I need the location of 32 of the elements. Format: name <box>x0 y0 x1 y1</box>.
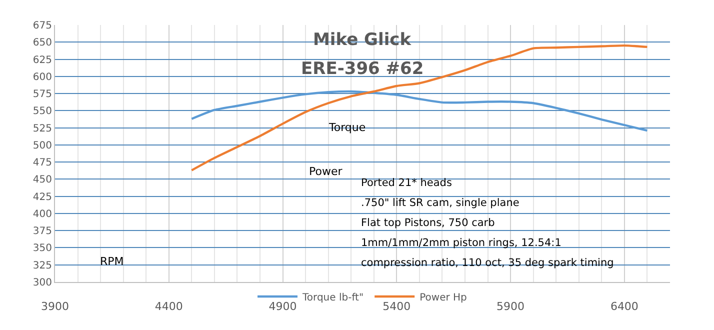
y-tick-label: 625 <box>32 54 52 66</box>
x-tick-label: 5900 <box>496 300 525 314</box>
y-tick-label: 400 <box>32 208 52 220</box>
x-tick-label: 4900 <box>268 300 297 314</box>
text: ERE-396 #62 <box>301 59 424 79</box>
annotation: Ported 21* heads <box>361 177 452 189</box>
y-tick-label: 350 <box>32 243 52 254</box>
legend-label: Power Hp <box>420 292 467 304</box>
annotation: Power <box>309 165 343 178</box>
y-tick-label: 425 <box>32 192 52 203</box>
y-tick-label: 675 <box>32 20 52 32</box>
y-tick-label: 500 <box>32 140 52 152</box>
y-tick-label: 300 <box>32 278 52 288</box>
x-tick-label: 3900 <box>41 300 69 314</box>
x-tick-label: 6400 <box>610 300 638 314</box>
y-tick-label: 325 <box>32 260 52 272</box>
annotation: RPM <box>100 255 124 268</box>
y-tick-label: 575 <box>32 89 52 100</box>
y-tick-label: 450 <box>32 174 52 186</box>
y-tick-label: 475 <box>32 158 52 169</box>
line-series <box>190 90 648 132</box>
annotation: .750" lift SR cam, single plane <box>361 197 520 209</box>
y-tick-label: 525 <box>32 123 52 134</box>
y-tick-label: 550 <box>32 106 52 118</box>
legend-label: Torque lb-ft" <box>302 292 364 304</box>
x-tick-label: 4400 <box>154 300 183 314</box>
y-tick-label: 375 <box>32 226 52 238</box>
y-tick-label: 600 <box>32 72 52 83</box>
annotation: Flat top Pistons, 750 carb <box>361 217 496 229</box>
x-tick-label: 5400 <box>382 300 411 314</box>
annotation: 1mm/1mm/2mm piston rings, 12.54:1 <box>361 237 562 249</box>
y-tick-label: 650 <box>32 38 52 49</box>
